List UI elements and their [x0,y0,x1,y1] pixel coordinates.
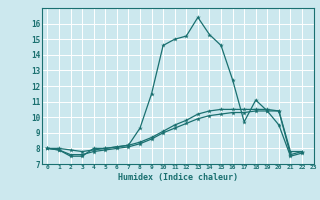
X-axis label: Humidex (Indice chaleur): Humidex (Indice chaleur) [118,173,237,182]
